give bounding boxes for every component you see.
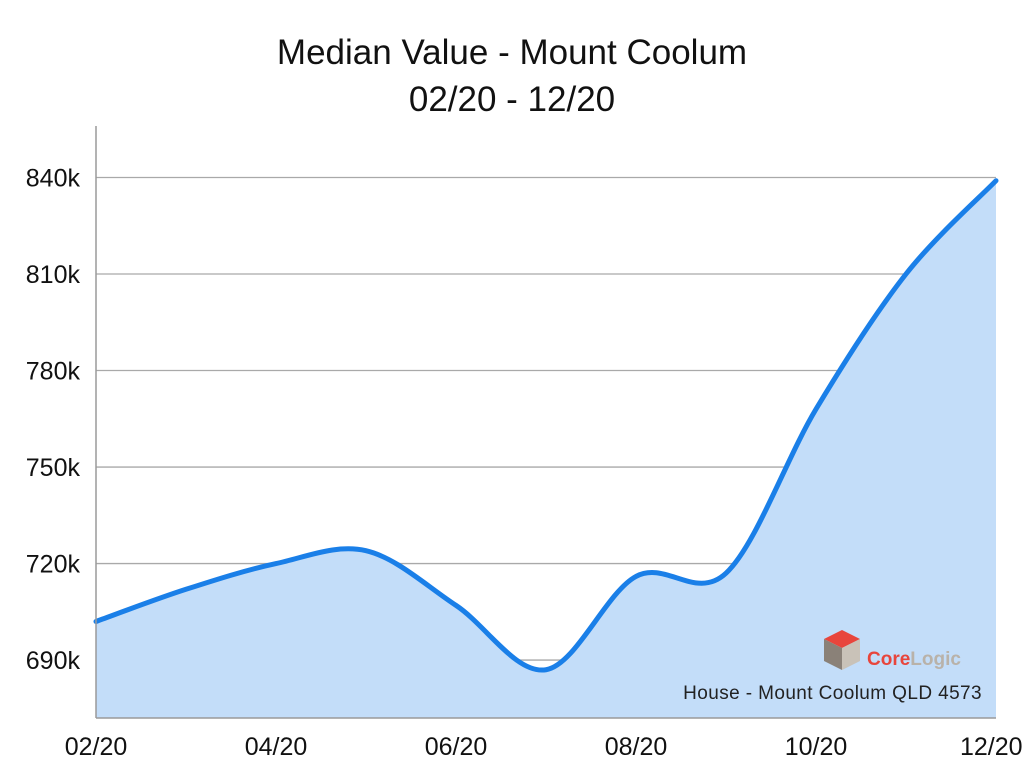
series-line [93,178,999,673]
logo-text-core: Core [867,649,910,670]
svg-text:CoreLogic: CoreLogic [867,649,961,670]
x-tick-label: 04/20 [245,733,308,761]
y-tick-label: 840k [26,164,81,192]
series-area [96,180,996,718]
logo-cube-right [842,639,860,670]
logo-cube-left [824,639,842,670]
y-tick-label: 810k [26,261,81,289]
x-tick-label: 06/20 [425,733,488,761]
y-tick-labels: 690k 720k 750k 780k 810k 840k [26,164,81,675]
chart-annotation: House - Mount Coolum QLD 4573 [683,683,982,704]
x-tick-label: 08/20 [605,733,668,761]
x-tick-label: 12/20 [960,733,1023,761]
y-tick-label: 750k [26,454,81,482]
corelogic-logo: CoreLogic [824,630,961,670]
chart-title: Median Value - Mount Coolum [276,33,748,72]
y-tick-label: 690k [26,647,81,675]
chart-subtitle: 02/20 - 12/20 [408,80,616,119]
y-tick-label: 780k [26,358,81,386]
x-tick-labels: 02/20 04/20 06/20 08/20 10/20 12/20 [65,733,1023,761]
logo-text-logic: Logic [910,649,961,670]
x-tick-label: 10/20 [785,733,848,761]
x-tick-label: 02/20 [65,733,128,761]
y-tick-label: 720k [26,551,81,579]
